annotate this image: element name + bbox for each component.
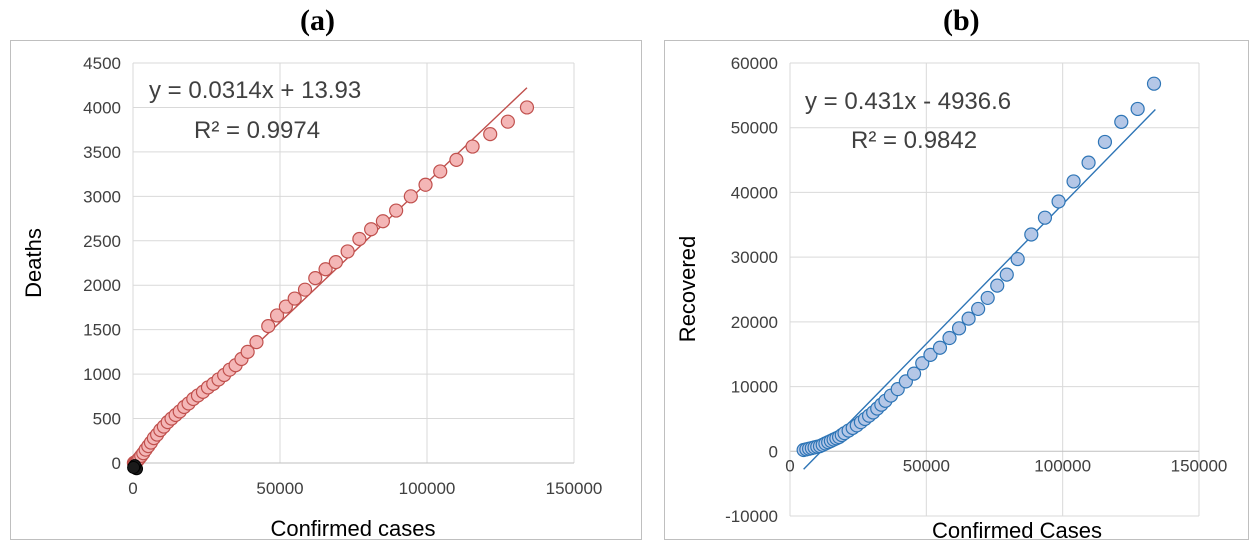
x-tick-label: 100000 [1034, 456, 1091, 475]
data-point [1146, 76, 1162, 91]
trendline [803, 108, 1156, 470]
x-axis-title: Confirmed Cases [932, 518, 1102, 541]
data-point [287, 291, 302, 306]
x-tick-label: 0 [128, 479, 137, 498]
y-axis-title: Recovered [675, 236, 700, 342]
data-point [951, 321, 967, 336]
data-point [269, 308, 285, 323]
data-point [1037, 210, 1053, 225]
data-point [990, 278, 1005, 293]
data-point [1081, 155, 1096, 170]
y-tick-label: 1000 [83, 365, 121, 384]
data-point [932, 340, 948, 355]
chart-a-svg: 0 500 1000 1500 2000 2500 3000 3500 4000 4500 0 500… [21, 54, 603, 541]
data-point [364, 222, 379, 237]
data-point [328, 255, 343, 270]
y-tick-label: 3500 [83, 143, 121, 162]
y-tick-label: 4500 [83, 54, 121, 73]
x-tick-label: 50000 [256, 479, 303, 498]
y-tick-label: 0 [769, 442, 778, 461]
data-point [352, 231, 367, 247]
data-point [389, 203, 404, 218]
data-point [906, 366, 922, 381]
x-tick-label: 150000 [1171, 456, 1228, 475]
data-point [261, 319, 276, 334]
trendline-equation: y = 0.431x - 4936.6 [805, 88, 1011, 115]
y-tick-label: 20000 [731, 313, 778, 332]
y-tick-label: 30000 [731, 248, 778, 267]
data-point [340, 244, 355, 259]
r-squared-label: R² = 0.9974 [194, 117, 320, 144]
data-point [240, 344, 255, 359]
y-tick-label: 1500 [83, 321, 121, 340]
y-tick-label: 4000 [83, 98, 121, 117]
chart-a: 0 500 1000 1500 2000 2500 3000 3500 4000 4500 0 500… [10, 40, 642, 541]
data-point [1010, 251, 1025, 267]
data-point [1024, 227, 1039, 242]
y-tick-label: 60000 [731, 54, 778, 73]
chart-b: -10000 0 10000 20000 30000 40000 50000 60000 0 50… [664, 40, 1249, 541]
y-tick-label: 500 [93, 410, 121, 429]
data-point [923, 347, 938, 362]
trendline-equation: y = 0.0314x + 13.93 [149, 77, 361, 104]
panel-a-title: (a) [300, 4, 335, 37]
data-point [971, 301, 986, 317]
y-tick-label: 2500 [83, 232, 121, 251]
x-tick-label: 100000 [399, 479, 456, 498]
data-point [297, 282, 313, 297]
x-tick-label: 50000 [903, 456, 950, 475]
data-point [249, 335, 264, 350]
y-axis-title: Deaths [21, 228, 46, 298]
data-point [375, 214, 390, 229]
data-point [942, 330, 957, 346]
panel-b-title: (b) [943, 4, 980, 37]
origin-point [127, 460, 141, 474]
data-point [980, 290, 995, 306]
data-point [318, 262, 333, 277]
x-axis-title: Confirmed cases [270, 516, 435, 541]
data-point [1114, 114, 1129, 129]
y-tick-label: 3000 [83, 187, 121, 206]
data-point [915, 356, 930, 371]
data-point [1130, 101, 1145, 117]
data-point [449, 152, 464, 167]
data-point [403, 189, 418, 204]
y-tick-label: -10000 [725, 507, 778, 526]
data-point [278, 299, 293, 314]
data-point [483, 127, 498, 142]
data-point [433, 164, 448, 179]
data-point [1097, 134, 1113, 150]
data-point [1051, 194, 1066, 209]
data-point [519, 100, 535, 115]
data-point [961, 311, 976, 326]
data-point [465, 139, 480, 154]
x-tick-label: 0 [785, 456, 794, 475]
y-tick-label: 0 [112, 454, 121, 473]
y-tick-label: 40000 [731, 183, 778, 202]
data-point [500, 114, 515, 129]
data-point [999, 267, 1014, 282]
data-point [418, 177, 433, 192]
x-tick-label: 150000 [546, 479, 603, 498]
chart-b-svg: -10000 0 10000 20000 30000 40000 50000 60000 0 50… [675, 54, 1228, 541]
data-point [1066, 174, 1081, 189]
y-tick-label: 2000 [83, 276, 121, 295]
y-tick-label: 10000 [731, 378, 778, 397]
r-squared-label: R² = 0.9842 [851, 127, 977, 154]
data-point [308, 271, 323, 286]
y-tick-label: 50000 [731, 119, 778, 138]
